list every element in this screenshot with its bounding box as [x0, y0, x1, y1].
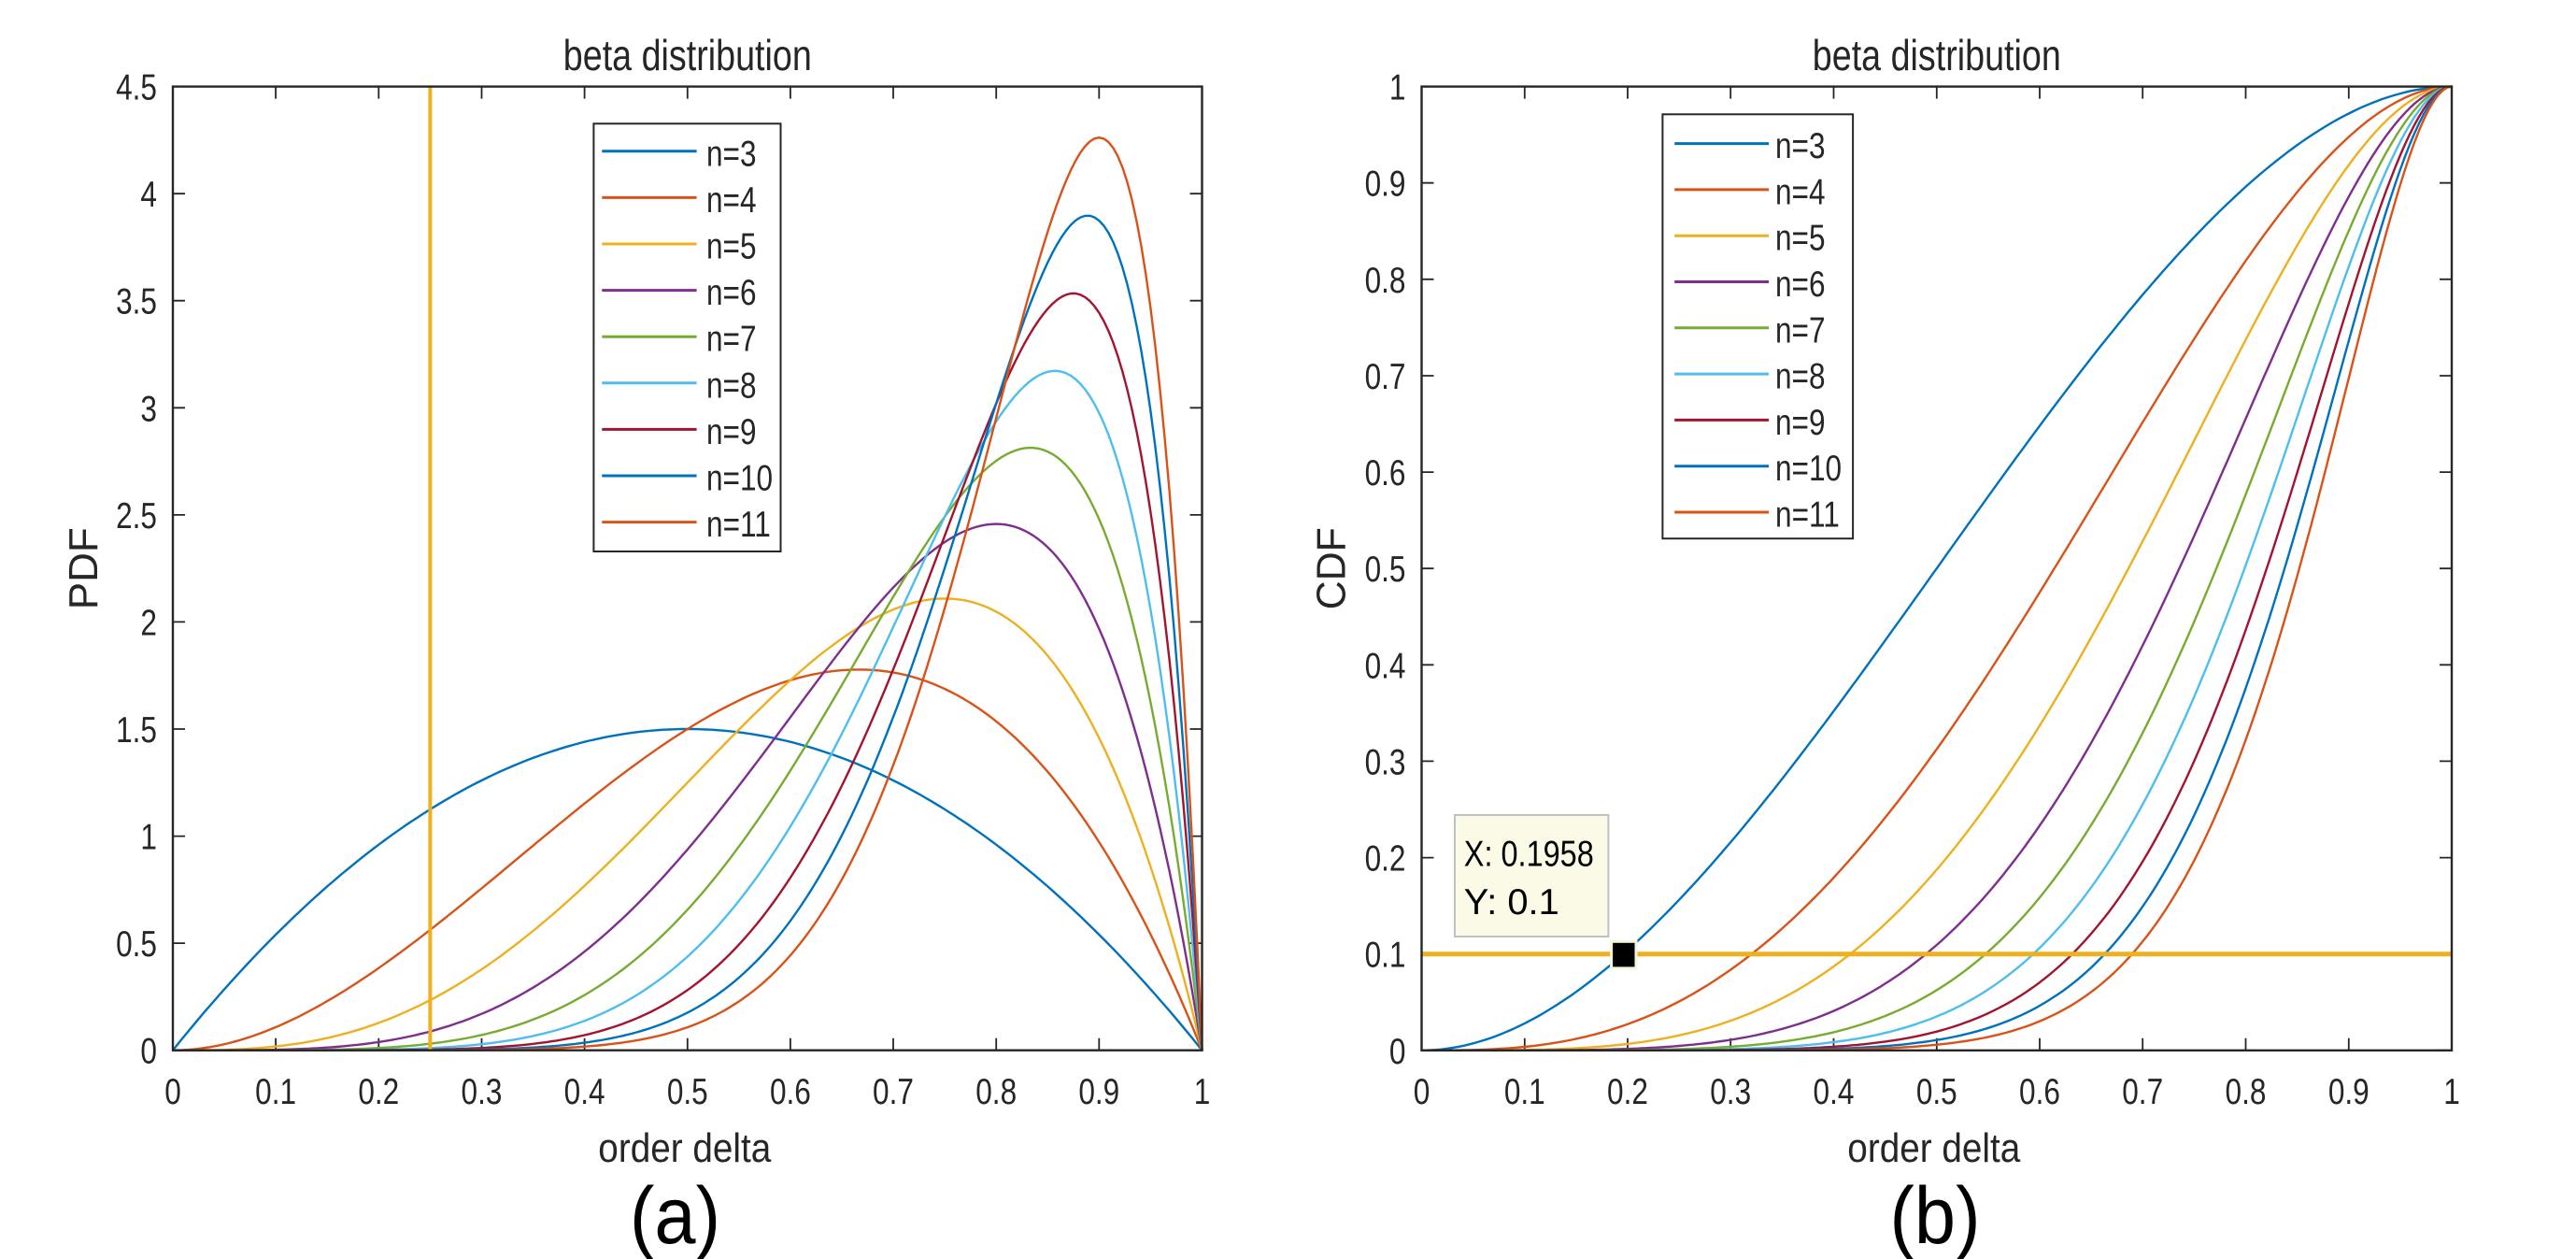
svg-text:PDF: PDF	[61, 527, 107, 609]
svg-text:0.6: 0.6	[770, 1072, 811, 1112]
svg-text:n=11: n=11	[1775, 495, 1840, 536]
svg-text:0.6: 0.6	[1365, 453, 1406, 494]
svg-text:0.2: 0.2	[1607, 1072, 1648, 1112]
svg-text:0.5: 0.5	[667, 1072, 708, 1112]
svg-text:0: 0	[1414, 1072, 1430, 1112]
svg-text:4: 4	[140, 175, 157, 215]
svg-text:n=5: n=5	[706, 227, 757, 267]
svg-text:0.1: 0.1	[1504, 1072, 1545, 1112]
svg-text:beta distribution: beta distribution	[1813, 31, 2061, 79]
svg-text:0.7: 0.7	[1365, 357, 1406, 397]
svg-text:1: 1	[2443, 1072, 2460, 1112]
svg-text:X: 0.1958: X: 0.1958	[1464, 835, 1594, 875]
svg-text:0.8: 0.8	[975, 1072, 1017, 1112]
svg-text:1: 1	[1389, 68, 1406, 108]
svg-text:n=9: n=9	[1775, 403, 1826, 443]
svg-text:n=7: n=7	[706, 320, 757, 360]
svg-text:4.5: 4.5	[116, 68, 157, 108]
svg-text:0: 0	[140, 1032, 157, 1072]
svg-text:3: 3	[140, 389, 157, 429]
svg-text:0.7: 0.7	[873, 1072, 914, 1112]
svg-text:0.2: 0.2	[1365, 839, 1406, 880]
svg-text:n=9: n=9	[706, 412, 757, 452]
svg-text:0.2: 0.2	[358, 1072, 399, 1112]
svg-text:n=5: n=5	[1775, 219, 1826, 259]
svg-text:0.4: 0.4	[1814, 1072, 1855, 1112]
svg-text:n=10: n=10	[706, 459, 773, 499]
svg-text:2: 2	[140, 603, 157, 643]
svg-text:0.1: 0.1	[255, 1072, 296, 1112]
svg-text:n=3: n=3	[706, 134, 757, 174]
svg-text:1: 1	[140, 818, 157, 858]
svg-text:n=8: n=8	[1775, 357, 1826, 397]
svg-text:0.7: 0.7	[2122, 1072, 2163, 1112]
svg-text:Y: 0.1: Y: 0.1	[1464, 882, 1559, 923]
svg-text:order delta: order delta	[598, 1125, 771, 1171]
svg-text:n=10: n=10	[1775, 449, 1842, 489]
svg-text:0.9: 0.9	[1365, 165, 1406, 205]
svg-text:CDF: CDF	[1309, 527, 1355, 609]
svg-text:n=4: n=4	[1775, 172, 1826, 212]
svg-text:0.6: 0.6	[2019, 1072, 2060, 1112]
svg-text:beta distribution: beta distribution	[563, 31, 812, 79]
svg-text:n=11: n=11	[706, 505, 771, 545]
svg-text:0.3: 0.3	[1710, 1072, 1751, 1112]
svg-text:3.5: 3.5	[116, 282, 157, 322]
svg-text:0.5: 0.5	[1916, 1072, 1957, 1112]
svg-text:0.8: 0.8	[2226, 1072, 2267, 1112]
svg-text:0: 0	[1389, 1032, 1406, 1072]
svg-text:order delta: order delta	[1847, 1125, 2020, 1171]
svg-text:n=6: n=6	[1775, 265, 1826, 305]
svg-text:n=7: n=7	[1775, 310, 1826, 351]
svg-text:n=6: n=6	[706, 273, 757, 313]
svg-text:0.8: 0.8	[1365, 261, 1406, 301]
svg-text:(a): (a)	[630, 1171, 720, 1259]
svg-text:0: 0	[164, 1072, 181, 1112]
svg-text:0.9: 0.9	[1078, 1072, 1119, 1112]
svg-text:0.5: 0.5	[1365, 550, 1406, 590]
svg-text:0.1: 0.1	[1365, 936, 1406, 976]
svg-text:2.5: 2.5	[116, 496, 157, 537]
svg-text:n=3: n=3	[1775, 126, 1826, 166]
svg-text:1: 1	[1194, 1072, 1211, 1112]
svg-text:0.3: 0.3	[1365, 742, 1406, 782]
svg-text:1.5: 1.5	[116, 710, 157, 751]
svg-text:(b): (b)	[1890, 1171, 1981, 1259]
svg-text:0.5: 0.5	[116, 924, 157, 965]
svg-text:n=4: n=4	[706, 180, 757, 221]
svg-text:n=8: n=8	[706, 365, 757, 406]
svg-text:0.4: 0.4	[564, 1072, 605, 1112]
svg-text:0.3: 0.3	[462, 1072, 503, 1112]
svg-text:0.4: 0.4	[1365, 646, 1406, 686]
svg-text:0.9: 0.9	[2328, 1072, 2370, 1112]
